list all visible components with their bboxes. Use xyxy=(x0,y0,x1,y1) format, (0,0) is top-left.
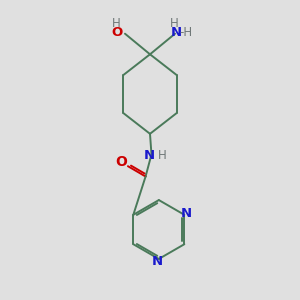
Text: -H: -H xyxy=(180,26,193,39)
Text: N: N xyxy=(152,255,163,268)
Text: N: N xyxy=(171,26,182,39)
Text: H: H xyxy=(112,17,121,30)
Text: H: H xyxy=(170,17,179,30)
Text: H: H xyxy=(158,148,166,161)
Text: N: N xyxy=(144,148,155,161)
Text: O: O xyxy=(116,155,128,169)
Text: O: O xyxy=(111,26,122,39)
Text: N: N xyxy=(181,207,192,220)
